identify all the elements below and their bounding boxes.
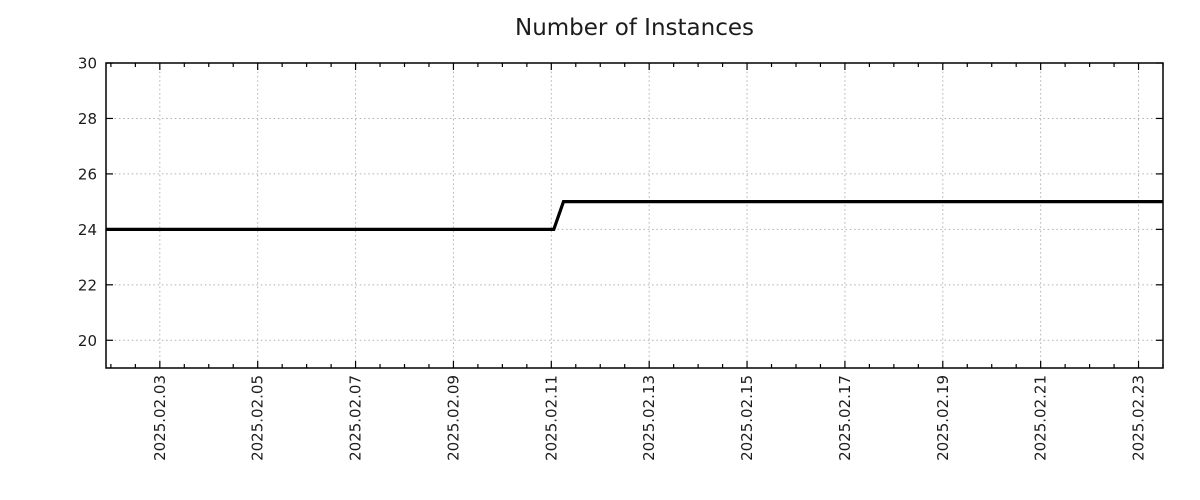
x-tick-label: 2025.02.15: [738, 375, 756, 461]
x-tick-label: 2025.02.21: [1032, 375, 1050, 461]
x-tick-label: 2025.02.03: [151, 375, 169, 461]
y-tick-label: 24: [78, 221, 97, 239]
x-tick-label: 2025.02.05: [249, 375, 267, 461]
y-tick-label: 30: [78, 55, 97, 73]
x-tick-label: 2025.02.23: [1130, 375, 1148, 461]
x-tick-label: 2025.02.13: [640, 375, 658, 461]
series-line-instances: [106, 200, 1163, 231]
x-tick-label: 2025.02.07: [347, 375, 365, 461]
y-tick-label: 26: [78, 165, 97, 183]
y-tick-label: 22: [78, 276, 97, 294]
plot-border: [105, 62, 1164, 369]
x-tick-label: 2025.02.09: [444, 375, 462, 461]
chart-title: Number of Instances: [515, 15, 754, 41]
y-tick-label: 20: [78, 332, 97, 350]
y-tick-label: 28: [78, 110, 97, 128]
x-tick-label: 2025.02.17: [836, 375, 854, 461]
x-tick-label: 2025.02.19: [934, 375, 952, 461]
x-tick-label: 2025.02.11: [542, 375, 560, 461]
